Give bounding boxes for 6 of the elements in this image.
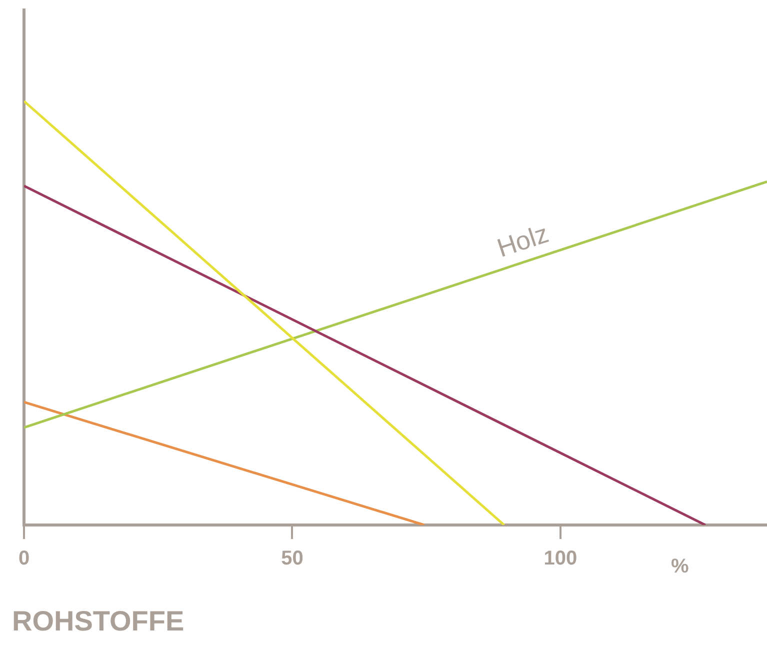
x-tick-label: 50 (281, 548, 304, 570)
text: Holz (493, 218, 552, 263)
x-axis-title: % (670, 556, 689, 578)
text: ROHSTOFFE (12, 606, 184, 637)
x-tick-label: 100 (544, 548, 578, 570)
x-tick-label: 0 (18, 548, 30, 570)
